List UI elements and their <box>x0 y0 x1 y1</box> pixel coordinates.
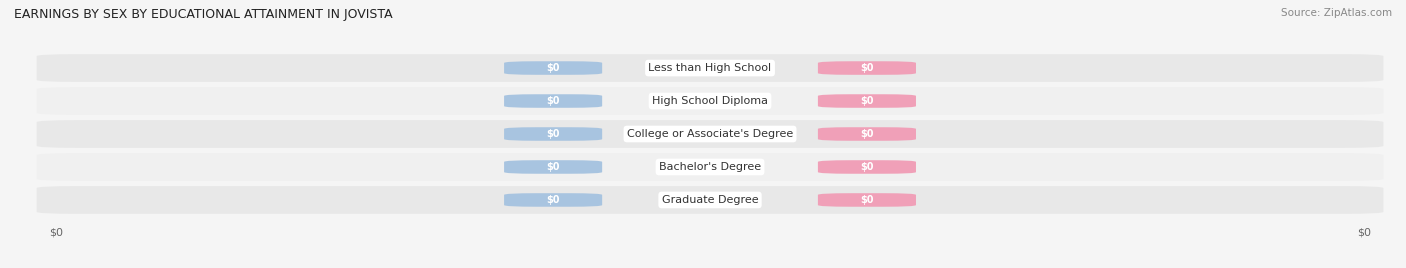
FancyBboxPatch shape <box>818 160 915 174</box>
FancyBboxPatch shape <box>505 61 602 75</box>
FancyBboxPatch shape <box>37 87 1384 115</box>
FancyBboxPatch shape <box>505 127 602 141</box>
FancyBboxPatch shape <box>37 120 1384 148</box>
FancyBboxPatch shape <box>37 186 1384 214</box>
Text: $0: $0 <box>860 195 873 205</box>
FancyBboxPatch shape <box>505 160 602 174</box>
Text: $0: $0 <box>547 63 560 73</box>
Text: Less than High School: Less than High School <box>648 63 772 73</box>
Text: High School Diploma: High School Diploma <box>652 96 768 106</box>
FancyBboxPatch shape <box>37 153 1384 181</box>
Text: $0: $0 <box>547 129 560 139</box>
Text: $0: $0 <box>860 96 873 106</box>
Text: Graduate Degree: Graduate Degree <box>662 195 758 205</box>
FancyBboxPatch shape <box>818 94 915 108</box>
Text: EARNINGS BY SEX BY EDUCATIONAL ATTAINMENT IN JOVISTA: EARNINGS BY SEX BY EDUCATIONAL ATTAINMEN… <box>14 8 392 21</box>
FancyBboxPatch shape <box>505 94 602 108</box>
Text: $0: $0 <box>547 195 560 205</box>
FancyBboxPatch shape <box>818 127 915 141</box>
Text: Source: ZipAtlas.com: Source: ZipAtlas.com <box>1281 8 1392 18</box>
FancyBboxPatch shape <box>505 193 602 207</box>
Text: Bachelor's Degree: Bachelor's Degree <box>659 162 761 172</box>
FancyBboxPatch shape <box>37 54 1384 82</box>
Text: $0: $0 <box>860 162 873 172</box>
Text: College or Associate's Degree: College or Associate's Degree <box>627 129 793 139</box>
FancyBboxPatch shape <box>818 61 915 75</box>
Text: $0: $0 <box>860 129 873 139</box>
Text: $0: $0 <box>547 96 560 106</box>
FancyBboxPatch shape <box>818 193 915 207</box>
Text: $0: $0 <box>547 162 560 172</box>
Text: $0: $0 <box>860 63 873 73</box>
